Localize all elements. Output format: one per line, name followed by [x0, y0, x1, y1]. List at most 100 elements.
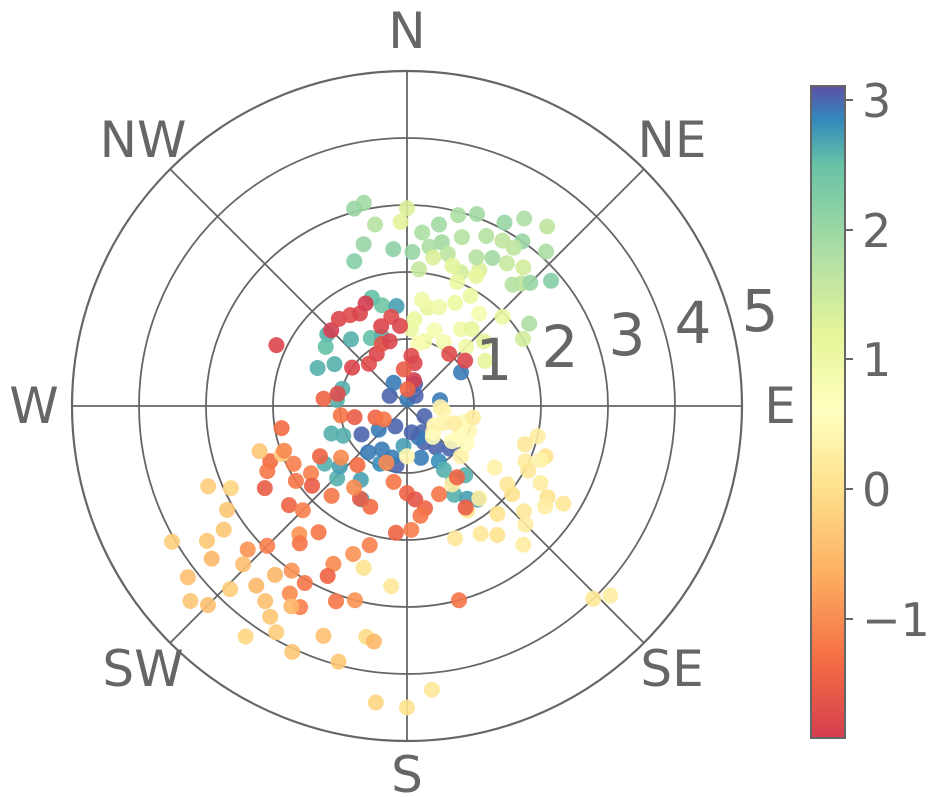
- data-point: [522, 274, 539, 291]
- data-point: [344, 359, 361, 376]
- scatter-points: [164, 194, 619, 716]
- data-point: [537, 498, 554, 515]
- data-point: [457, 352, 474, 369]
- data-point: [431, 216, 447, 233]
- data-point: [328, 593, 344, 610]
- data-point: [199, 532, 215, 549]
- data-point: [259, 537, 276, 554]
- data-point: [385, 241, 402, 258]
- data-point: [496, 214, 513, 231]
- data-point: [515, 331, 531, 347]
- data-point: [296, 575, 313, 591]
- data-point: [602, 587, 619, 604]
- data-point: [319, 568, 336, 584]
- data-point: [330, 653, 347, 670]
- data-point: [515, 259, 532, 276]
- data-point: [335, 427, 352, 444]
- data-point: [345, 546, 362, 562]
- data-point: [365, 633, 382, 650]
- data-point: [361, 537, 378, 554]
- data-point: [458, 338, 475, 355]
- data-point: [425, 249, 442, 266]
- data-point: [312, 448, 328, 465]
- data-point: [516, 503, 532, 520]
- colorbar-tick-3: 3: [845, 74, 891, 128]
- data-point: [424, 428, 441, 445]
- data-point: [555, 495, 572, 512]
- data-point: [412, 449, 429, 466]
- data-point: [498, 255, 515, 272]
- data-point: [203, 550, 220, 567]
- data-point: [248, 577, 265, 594]
- data-point: [373, 441, 390, 458]
- data-point: [375, 411, 392, 428]
- data-point: [373, 318, 390, 335]
- data-point: [381, 333, 398, 350]
- data-point: [447, 294, 464, 311]
- data-point: [378, 454, 395, 471]
- colorbar: 3 2 1 0 −1: [810, 74, 930, 739]
- data-point: [399, 699, 415, 716]
- data-point: [323, 425, 340, 442]
- data-point: [222, 581, 239, 598]
- polar-labels: N NE E SE S SW W NW 1 2 3 4 5: [9, 2, 796, 797]
- colorbar-tick-2: 2: [845, 204, 891, 258]
- data-point: [520, 462, 537, 479]
- data-point: [486, 459, 503, 476]
- data-point: [476, 333, 492, 350]
- data-point: [310, 524, 327, 541]
- data-point: [489, 527, 506, 543]
- data-point: [235, 556, 252, 573]
- direction-label-s: S: [391, 746, 423, 797]
- data-point: [450, 207, 467, 224]
- colorbar-tick-0: 0: [845, 463, 891, 517]
- data-point: [323, 322, 340, 339]
- data-point: [267, 566, 283, 583]
- data-point: [515, 536, 532, 553]
- data-point: [215, 521, 232, 538]
- data-point: [383, 578, 400, 595]
- data-point: [451, 592, 467, 609]
- data-point: [251, 443, 268, 460]
- data-point: [435, 461, 452, 478]
- data-point: [529, 428, 546, 445]
- data-point: [463, 321, 480, 337]
- data-point: [315, 390, 332, 407]
- data-point: [385, 473, 402, 490]
- data-point: [517, 516, 534, 533]
- data-point: [489, 505, 506, 522]
- data-point: [291, 535, 308, 552]
- data-point: [353, 426, 370, 443]
- data-point: [219, 501, 236, 518]
- data-point: [347, 592, 363, 609]
- data-point: [367, 216, 383, 233]
- data-point: [399, 200, 415, 217]
- data-point: [543, 272, 560, 289]
- data-point: [539, 218, 556, 235]
- data-point: [471, 305, 488, 322]
- data-point: [294, 502, 311, 519]
- data-point: [304, 477, 320, 494]
- data-point: [585, 590, 602, 607]
- data-point: [222, 480, 239, 497]
- data-point: [449, 469, 465, 486]
- direction-label-ne: NE: [638, 111, 707, 169]
- data-point: [468, 206, 485, 222]
- data-point: [431, 299, 448, 316]
- direction-label-se: SE: [640, 640, 703, 698]
- data-point: [317, 338, 334, 355]
- data-point: [349, 457, 366, 473]
- data-point: [281, 497, 297, 514]
- data-point: [403, 521, 420, 538]
- data-point: [182, 593, 199, 609]
- colorbar-tick-label: −1: [862, 593, 930, 647]
- data-point: [325, 555, 342, 572]
- colorbar-tick-label: 0: [862, 463, 891, 517]
- data-point: [504, 486, 521, 503]
- direction-label-w: W: [9, 377, 58, 435]
- data-point: [472, 525, 489, 542]
- colorbar-tick-1: 1: [845, 333, 891, 387]
- data-point: [413, 291, 430, 308]
- data-point: [256, 480, 273, 497]
- data-point: [381, 387, 398, 404]
